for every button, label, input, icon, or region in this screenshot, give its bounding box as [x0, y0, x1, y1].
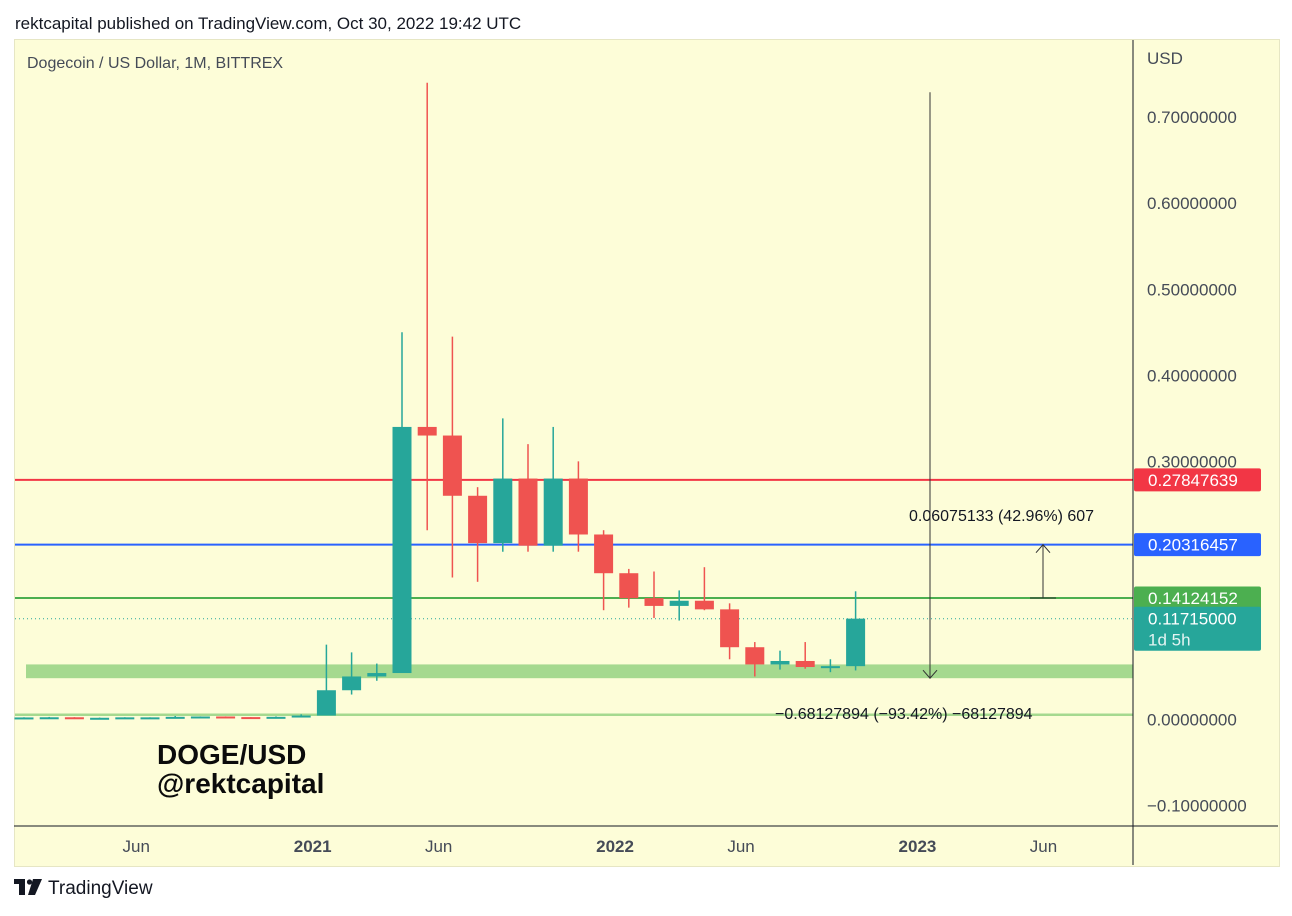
current-price-countdown: 1d 5h — [1148, 631, 1191, 650]
price-tick-label: 0.30000000 — [1147, 452, 1237, 471]
time-tick-label: Jun — [123, 837, 150, 856]
price-tick-label: 0.00000000 — [1147, 711, 1237, 730]
candle-body[interactable] — [720, 609, 740, 648]
time-tick-label: Jun — [1030, 837, 1057, 856]
candle-body[interactable] — [770, 660, 790, 665]
time-axis: Jun 2021 Jun 2022 Jun 2023 Jun — [123, 837, 1058, 856]
candle-body[interactable] — [619, 573, 639, 599]
time-tick-label: 2022 — [596, 837, 634, 856]
support-band[interactable] — [26, 664, 1133, 679]
candle-body[interactable] — [745, 647, 765, 665]
price-tick-label: −0.10000000 — [1147, 797, 1247, 816]
watermark-line1: DOGE/USD — [157, 739, 306, 770]
candle-body[interactable] — [392, 426, 412, 674]
candle-body[interactable] — [568, 478, 588, 535]
price-level-tag-label: 0.27847639 — [1148, 471, 1238, 490]
candle-body[interactable] — [543, 478, 563, 546]
price-level-tag[interactable] — [1134, 533, 1261, 557]
candle-body[interactable] — [190, 716, 210, 719]
candle-body[interactable] — [115, 717, 135, 720]
price-tick-label: 0.60000000 — [1147, 194, 1237, 213]
candle-body[interactable] — [644, 598, 664, 606]
measure-down-arrowhead — [922, 669, 938, 679]
price-level-tag[interactable] — [1134, 586, 1261, 610]
candle-body[interactable] — [216, 716, 236, 719]
candle-body[interactable] — [846, 618, 866, 667]
candle-body[interactable] — [468, 495, 488, 544]
axis-unit-label: USD — [1147, 49, 1183, 68]
candle-body[interactable] — [518, 478, 538, 546]
candle-body[interactable] — [64, 717, 84, 720]
footer-brand[interactable]: TradingView — [14, 878, 153, 900]
candles — [14, 82, 866, 720]
candle-body[interactable] — [291, 715, 311, 718]
time-tick-label: 2021 — [294, 837, 332, 856]
price-tick-label: 0.70000000 — [1147, 108, 1237, 127]
price-level-tag-label: 0.20316457 — [1148, 536, 1238, 555]
candle-body[interactable] — [694, 600, 714, 610]
time-tick-label: Jun — [425, 837, 452, 856]
candle-body[interactable] — [14, 717, 34, 720]
candle-body[interactable] — [594, 534, 614, 574]
candle-body[interactable] — [442, 435, 462, 496]
time-tick-label: 2023 — [899, 837, 937, 856]
chart-panel[interactable] — [14, 39, 1280, 867]
candle-body[interactable] — [493, 478, 513, 544]
candle-body[interactable] — [795, 660, 815, 668]
price-level-tag[interactable] — [1134, 468, 1261, 492]
publish-info: rektcapital published on TradingView.com… — [15, 14, 522, 33]
current-price-value: 0.11715000 — [1148, 610, 1237, 629]
symbol-title[interactable]: Dogecoin / US Dollar, 1M, BITTREX — [27, 55, 284, 72]
price-axis: 0.70000000 0.60000000 0.50000000 0.40000000… — [14, 40, 1278, 865]
candle-body[interactable] — [820, 666, 840, 669]
candle-body[interactable] — [417, 426, 437, 436]
price-level-tag-label: 0.14124152 — [1148, 589, 1238, 608]
candle-body[interactable] — [165, 716, 185, 719]
candle-body[interactable] — [316, 690, 336, 716]
tradingview-logo-icon — [14, 878, 42, 900]
watermark-line2: @rektcapital — [157, 768, 324, 799]
price-tick-label: 0.50000000 — [1147, 280, 1237, 299]
footer-brand-label: TradingView — [48, 878, 153, 899]
candle-body[interactable] — [39, 717, 59, 720]
candle-body[interactable] — [669, 600, 689, 606]
candle-body[interactable] — [90, 717, 110, 720]
candle-body[interactable] — [140, 717, 160, 720]
measure-down-label: −0.68127894 (−93.42%) −68127894 — [775, 706, 1033, 723]
candle-body[interactable] — [266, 716, 286, 719]
time-tick-label: Jun — [727, 837, 754, 856]
candle-body[interactable] — [241, 717, 261, 720]
current-price-tag[interactable] — [1134, 606, 1261, 651]
candle-body[interactable] — [342, 676, 362, 691]
price-tick-label: 0.40000000 — [1147, 366, 1237, 385]
measure-tools: 0.06075133 (42.96%) 607 −0.68127894 (−93.… — [775, 92, 1094, 723]
candle-body[interactable] — [367, 673, 387, 677]
measure-up-label: 0.06075133 (42.96%) 607 — [909, 508, 1094, 525]
measure-up-arrowhead — [1035, 543, 1051, 554]
